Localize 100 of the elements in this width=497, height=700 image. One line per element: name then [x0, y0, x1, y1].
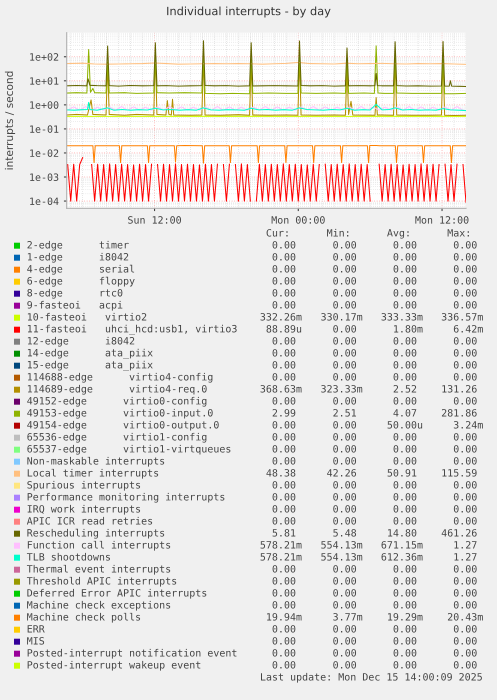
x-tick-label: Mon 00:00: [272, 216, 325, 224]
text: 0.00: [454, 349, 477, 357]
text: Min:: [327, 228, 348, 236]
text: 333.33m: [382, 313, 423, 321]
legend-label: Deferred Error APIC interrupts: [27, 588, 206, 599]
text: 0.00: [333, 481, 356, 489]
legend-label: 11-fasteoi uhci_hcd:usb1, virtio3: [28, 324, 237, 335]
text: 115.59: [442, 469, 477, 477]
text: 0.00: [394, 577, 416, 585]
text: 0.00: [333, 241, 356, 249]
text: 0.00: [394, 373, 416, 381]
line-series: [66, 102, 466, 112]
text: 0.00: [272, 649, 296, 657]
text: Max:: [448, 229, 469, 237]
text: 0.00: [454, 565, 477, 573]
text: 0.00: [272, 565, 296, 573]
text: 131.26: [442, 385, 477, 393]
text: 0.00: [272, 625, 296, 633]
text: 0.00: [394, 253, 416, 261]
text: 671.15m: [382, 541, 423, 549]
text: 3.77m: [333, 613, 362, 621]
text: 0.00: [333, 457, 356, 465]
text: 0.00: [454, 265, 477, 273]
text: 0.00: [454, 601, 477, 609]
text: 0.00: [333, 625, 356, 633]
text: 0.00: [272, 661, 296, 669]
text: 1.80m: [394, 325, 423, 333]
legend-label: 10-fasteoi virtio2: [28, 312, 146, 321]
text: 0.00: [454, 625, 477, 633]
legend-label: 114688-edge virtio4-config: [28, 372, 212, 383]
text: 554.13m: [321, 541, 362, 549]
text: 2.52: [394, 385, 416, 393]
text: 0.00: [333, 325, 356, 333]
text: 1.27: [454, 553, 477, 560]
y-tick-label: 1e-02: [30, 149, 58, 157]
legend-label: 9-fasteoi acpi: [27, 300, 122, 311]
text: 330.17m: [321, 313, 362, 321]
text: 0.00: [333, 289, 356, 297]
legend-label: 2-edge timer: [27, 240, 129, 251]
text: Last update: Mon Dec 15 14:00:09 2025: [261, 672, 482, 683]
text: 0.00: [272, 457, 296, 465]
text: 0.00: [454, 433, 477, 441]
text: 14.80: [388, 529, 416, 537]
text: 0.00: [333, 493, 356, 501]
text: 0.00: [333, 277, 356, 285]
text: 0.00: [333, 661, 356, 669]
legend-label: MIS: [27, 637, 44, 645]
text: 332.26m: [260, 313, 302, 321]
text: 0.00: [454, 253, 477, 261]
text: 0.00: [394, 625, 416, 633]
text: Cur:: [266, 229, 288, 237]
line-series: [66, 45, 466, 94]
text: 0.00: [272, 589, 296, 597]
legend-label: TLB shootdowns: [26, 552, 110, 561]
text: 5.81: [272, 529, 296, 537]
text: 0.00: [272, 637, 296, 645]
text: 0.00: [454, 361, 477, 369]
legend-label: Function call interrupts: [28, 540, 170, 551]
text: 0.00: [454, 505, 477, 513]
y-tick-label: 1e-04: [30, 197, 59, 206]
text: 0.00: [454, 577, 477, 585]
y-tick-label: 1e+00: [30, 101, 58, 109]
text: 0.00: [272, 397, 296, 405]
text: 0.00: [394, 493, 416, 501]
text: 0.00: [394, 277, 416, 285]
text: 281.86: [442, 409, 477, 417]
text: 0.00: [454, 397, 477, 405]
text: 0.00: [333, 601, 356, 609]
text: 0.00: [333, 505, 356, 513]
text: 0.00: [394, 481, 416, 489]
text: 578.21m: [260, 553, 302, 561]
y-tick-label: 1e+02: [30, 53, 58, 61]
legend-label: IRQ work interrupts: [28, 504, 140, 515]
text: 0.00: [394, 361, 416, 369]
text: 461.26: [442, 529, 477, 537]
text: 0.00: [272, 505, 296, 513]
text: 48.38: [266, 469, 296, 477]
chart-title: Individual interrupts - by day: [167, 6, 331, 18]
legend-label: APIC ICR read retries: [26, 516, 152, 525]
text: 0.00: [454, 301, 477, 309]
text: 0.00: [394, 397, 416, 405]
text: 0.00: [333, 589, 356, 597]
text: 0.00: [272, 481, 296, 489]
legend-label: 6-edge floppy: [27, 276, 135, 287]
text: 0.00: [394, 241, 416, 249]
x-tick-label: Sun 12:00: [128, 216, 181, 224]
text: 0.00: [272, 601, 296, 609]
legend-label: 65537-edge virtio1-virtqueues: [27, 444, 230, 455]
legend-label: 15-edge ata_piix: [28, 360, 153, 371]
legend-label: 1-edge i8042: [28, 252, 128, 263]
legend-label: 65536-edge virtio1-config: [27, 432, 206, 443]
text: 0.00: [454, 493, 477, 501]
text: 0.00: [394, 265, 416, 273]
text: Avg:: [387, 229, 409, 239]
text: 19.94m: [267, 613, 302, 621]
text: 0.00: [333, 361, 356, 369]
text: 0.00: [394, 517, 416, 525]
legend-label: 14-edge ata_piix: [28, 348, 153, 359]
text: 0.00: [333, 301, 356, 309]
text: 1.27: [454, 541, 477, 548]
